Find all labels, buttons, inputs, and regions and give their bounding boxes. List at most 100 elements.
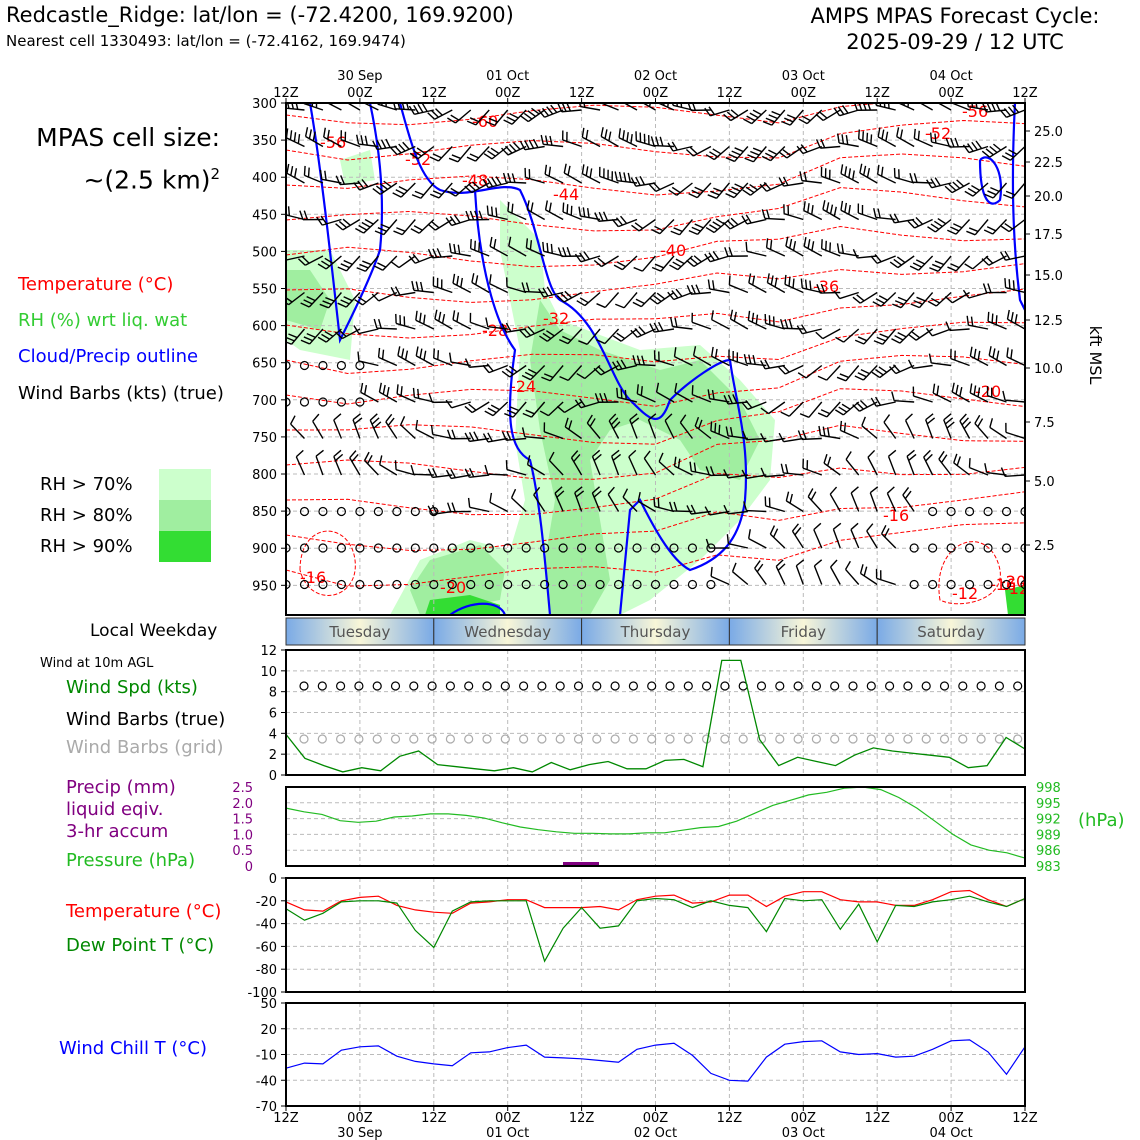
wind-barb bbox=[579, 398, 586, 407]
wind-barb bbox=[293, 132, 297, 142]
kft-tick-label: 22.5 bbox=[1034, 156, 1063, 171]
wind-barb bbox=[694, 223, 704, 229]
wind-barb bbox=[415, 419, 419, 430]
wind-barb bbox=[765, 322, 786, 330]
wind-barb bbox=[290, 165, 294, 176]
wind-barb bbox=[353, 325, 360, 334]
wind-barb bbox=[760, 433, 766, 443]
wind-calm bbox=[558, 579, 568, 590]
wind-barb bbox=[617, 396, 638, 403]
wind-barb bbox=[848, 168, 852, 178]
wind-barb bbox=[784, 283, 804, 294]
wind-barb bbox=[585, 129, 589, 140]
wind-barb bbox=[619, 91, 621, 100]
wind-barb bbox=[959, 420, 971, 439]
wind-barb bbox=[795, 559, 805, 567]
wind-barb bbox=[494, 109, 509, 126]
wind-barb bbox=[321, 178, 342, 184]
wind-barb bbox=[870, 255, 878, 264]
wind-barb bbox=[749, 183, 758, 191]
wind-barb bbox=[783, 213, 804, 221]
wind-barb bbox=[361, 179, 369, 188]
precip-tick-label: 1.0 bbox=[232, 828, 253, 843]
wind-barb bbox=[789, 238, 793, 249]
wind-barb bbox=[507, 173, 512, 183]
wind-barb bbox=[612, 335, 622, 342]
wind-barb bbox=[807, 239, 811, 249]
wind-barb bbox=[748, 529, 751, 539]
temp-tick-label: -100 bbox=[247, 986, 277, 1001]
wind-barb bbox=[987, 320, 1007, 330]
wind-calm bbox=[632, 579, 642, 590]
wind-barb bbox=[651, 228, 661, 235]
chill-tick-label: 20 bbox=[260, 1023, 277, 1038]
wind-barb bbox=[829, 486, 838, 495]
wind-barb bbox=[677, 255, 693, 271]
grid-wind-calm bbox=[921, 734, 931, 744]
wind-barb bbox=[526, 328, 545, 338]
wind-barb bbox=[630, 177, 637, 187]
wind-barb bbox=[919, 93, 921, 102]
wind-barb bbox=[876, 577, 896, 586]
precip-label1: Precip (mm) bbox=[66, 777, 176, 798]
wind-calm bbox=[373, 543, 383, 553]
rh80-swatch bbox=[159, 500, 211, 531]
wind-barb bbox=[673, 347, 677, 357]
wind-barb bbox=[768, 149, 778, 156]
wind-barb bbox=[421, 103, 428, 112]
wind-barbs-grid-label: Wind Barbs (grid) bbox=[66, 737, 224, 758]
wind-barb bbox=[768, 401, 786, 415]
wind-barb bbox=[607, 486, 615, 495]
wind-barb bbox=[675, 288, 683, 297]
wind-barb bbox=[808, 401, 823, 418]
wind-barb bbox=[316, 216, 323, 226]
wind-barb bbox=[623, 172, 627, 182]
wind-barb bbox=[891, 391, 895, 401]
wind-barb bbox=[743, 354, 748, 364]
wind-barb bbox=[664, 420, 675, 439]
wind-barb bbox=[616, 387, 619, 398]
wind-calm bbox=[976, 681, 986, 691]
wind-barb bbox=[423, 314, 426, 325]
wind-barb bbox=[878, 366, 888, 373]
wind-barb bbox=[600, 93, 601, 102]
grid-wind-calm bbox=[939, 734, 950, 744]
wind-barb bbox=[730, 109, 739, 117]
wind-barb bbox=[579, 252, 586, 261]
wind-barb bbox=[955, 219, 971, 235]
grid-wind-calm bbox=[903, 734, 913, 744]
wind-barb bbox=[323, 136, 342, 148]
wind-barb bbox=[655, 382, 660, 393]
wind-barb bbox=[968, 458, 971, 468]
wind-barb bbox=[907, 359, 914, 369]
wind-calm bbox=[484, 543, 494, 553]
wind-barb bbox=[557, 247, 563, 257]
wind-barb bbox=[373, 421, 382, 429]
wind-calm bbox=[706, 579, 716, 590]
wind-barb bbox=[992, 219, 1008, 235]
grid-wind-calm bbox=[372, 734, 382, 744]
bottom-time-label: 00Z bbox=[347, 1111, 373, 1126]
wind-barb bbox=[382, 255, 398, 271]
wind-barb bbox=[400, 182, 416, 198]
wind-barb bbox=[340, 175, 345, 185]
wind-calm bbox=[540, 579, 550, 590]
wind-barb bbox=[491, 177, 498, 186]
wind-barb bbox=[592, 449, 601, 458]
wind-barb bbox=[622, 496, 638, 512]
wind-barb bbox=[692, 346, 697, 356]
wind-calm bbox=[687, 543, 698, 553]
wind10-title: Wind at 10m AGL bbox=[40, 656, 154, 671]
wind-barb bbox=[581, 164, 585, 174]
wind-barb bbox=[732, 571, 749, 586]
wind-barb bbox=[540, 134, 544, 145]
wind-barb bbox=[693, 462, 697, 473]
wind-calm bbox=[610, 681, 620, 691]
temperature-contour-label: -60 bbox=[472, 112, 498, 131]
grid-wind-calm bbox=[573, 734, 584, 744]
wind-calm bbox=[1001, 543, 1012, 553]
wind-barb bbox=[799, 413, 810, 418]
wind-barb bbox=[526, 247, 545, 257]
wind-barb bbox=[689, 257, 699, 265]
